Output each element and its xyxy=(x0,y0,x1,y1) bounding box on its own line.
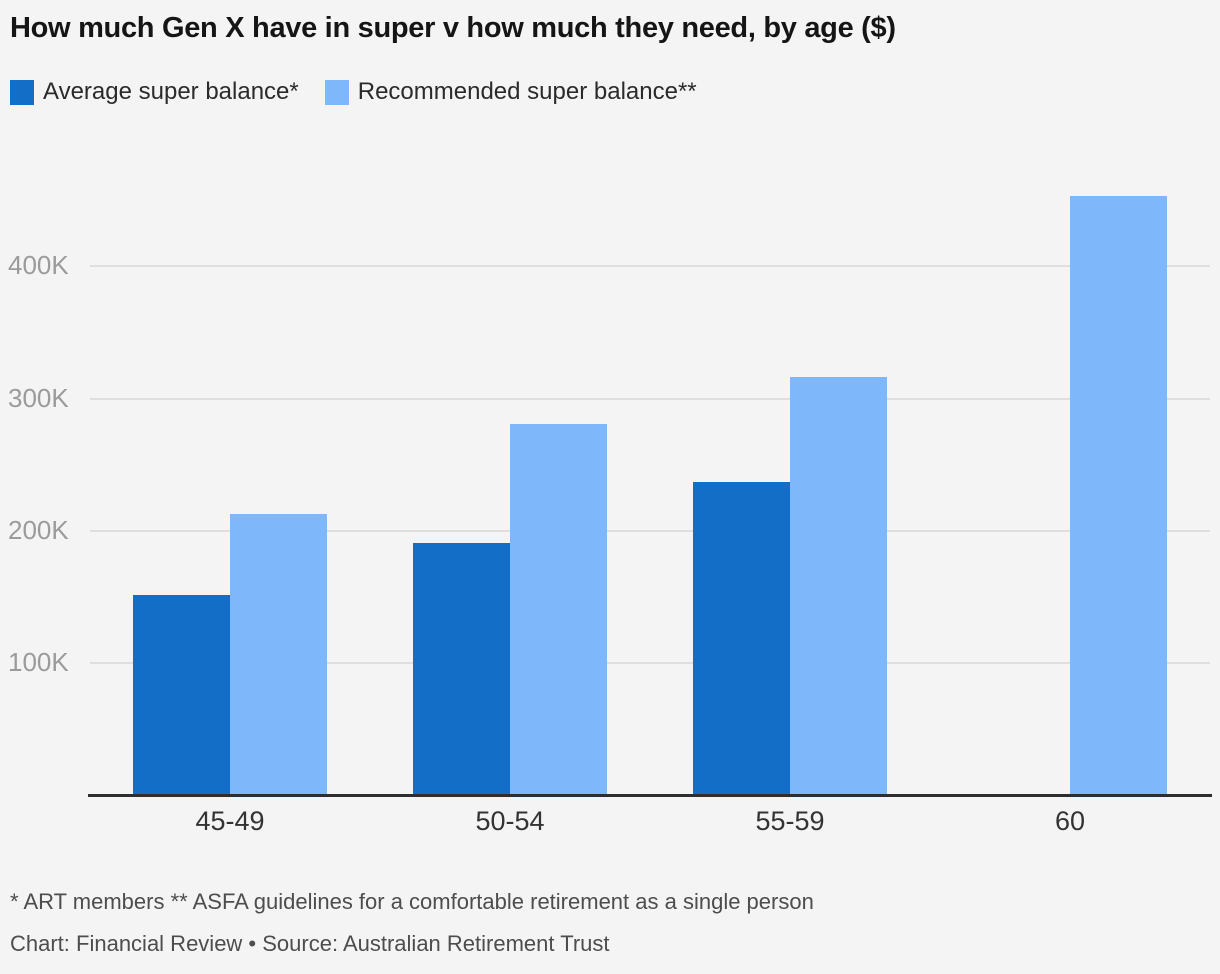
bar-average-55-59 xyxy=(693,481,790,795)
source-credit: Chart: Financial Review • Source: Austra… xyxy=(10,931,610,956)
gridline-400k xyxy=(90,265,1210,268)
legend-label-recommended: Recommended super balance** xyxy=(357,78,697,105)
bar-recommended-50-54 xyxy=(510,423,607,795)
bar-recommended-60 xyxy=(1070,196,1167,795)
gridline-300k xyxy=(90,397,1210,400)
xtick-label-60: 60 xyxy=(1054,806,1086,836)
ytick-label-200k: 200K xyxy=(8,514,69,545)
bar-average-45-49 xyxy=(133,595,230,795)
footnote: * ART members ** ASFA guidelines for a c… xyxy=(10,889,814,914)
bar-recommended-45-49 xyxy=(230,513,327,795)
legend-item-recommended: Recommended super balance** xyxy=(324,78,697,106)
ytick-label-400k: 400K xyxy=(8,250,69,281)
legend-item-average: Average super balance* xyxy=(10,78,299,106)
legend-swatch-recommended xyxy=(324,79,349,105)
gridline-100k xyxy=(90,661,1210,664)
legend-label-average: Average super balance* xyxy=(43,78,299,105)
ytick-label-100k: 100K xyxy=(8,646,69,677)
xtick-label-45-49: 45-49 xyxy=(195,806,265,836)
gridline-200k xyxy=(90,529,1210,532)
x-axis-line xyxy=(88,794,1212,797)
legend: Average super balance* Recommended super… xyxy=(10,78,697,106)
legend-swatch-average xyxy=(10,79,34,105)
xtick-label-50-54: 50-54 xyxy=(475,806,545,836)
bar-average-50-54 xyxy=(413,542,510,795)
chart-title: How much Gen X have in super v how much … xyxy=(10,12,896,44)
ytick-label-300k: 300K xyxy=(8,382,69,413)
xtick-label-55-59: 55-59 xyxy=(755,806,825,836)
bar-recommended-55-59 xyxy=(790,377,887,795)
